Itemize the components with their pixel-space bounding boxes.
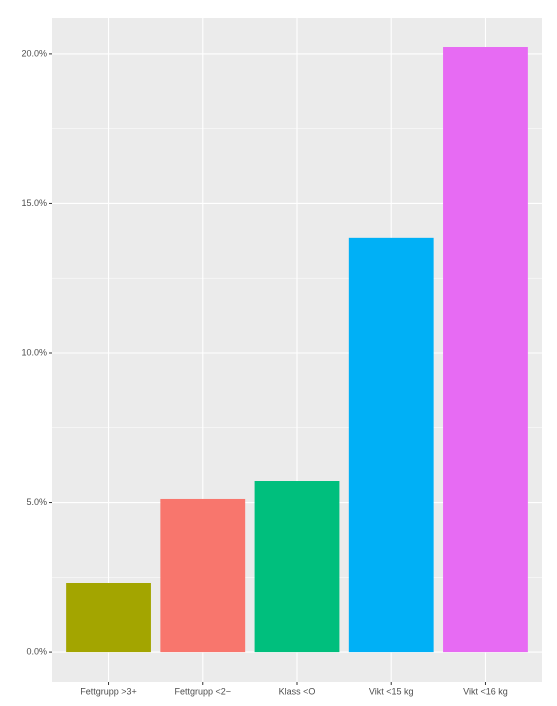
- y-tick-label: 15.0%: [21, 198, 47, 208]
- x-tick-label: Fettgrupp >3+: [80, 686, 137, 696]
- bar: [160, 498, 246, 653]
- bar: [443, 47, 528, 653]
- y-tick-label: 10.0%: [21, 347, 47, 357]
- bar: [348, 237, 434, 653]
- y-tick-label: 0.0%: [26, 646, 47, 656]
- x-tick-label: Klass <O: [279, 686, 316, 696]
- x-tick-label: Fettgrupp <2−: [174, 686, 231, 696]
- y-tick-label: 5.0%: [26, 497, 47, 507]
- bar: [66, 582, 151, 653]
- bar: [254, 481, 340, 653]
- y-tick-label: 20.0%: [21, 48, 47, 58]
- x-tick-label: Vikt <16 kg: [463, 686, 508, 696]
- x-tick-label: Vikt <15 kg: [369, 686, 414, 696]
